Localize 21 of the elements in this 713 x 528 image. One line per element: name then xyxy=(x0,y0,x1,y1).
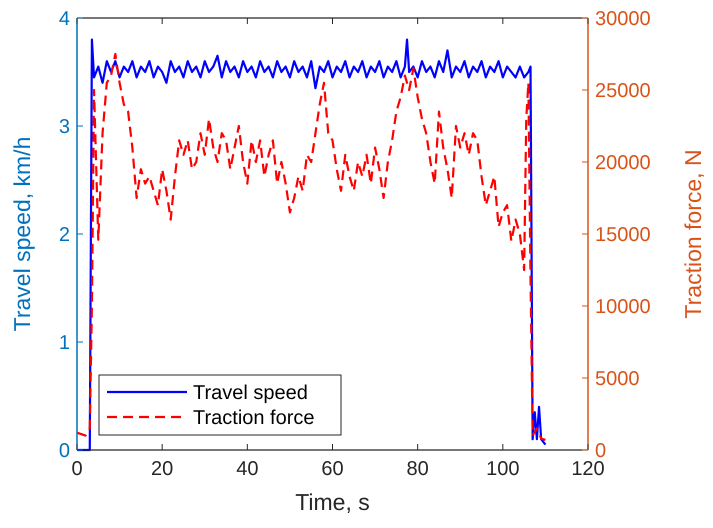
x-tick-label: 100 xyxy=(486,458,520,480)
y-tick-label: 1 xyxy=(58,332,70,354)
y2-tick-label: 10000 xyxy=(595,296,651,318)
y-tick-label: 0 xyxy=(58,440,70,462)
y-tick-label: 4 xyxy=(58,8,70,30)
x-tick-label: 40 xyxy=(236,458,258,480)
y2-tick-label: 5000 xyxy=(595,368,640,390)
x-tick-label: 80 xyxy=(406,458,429,480)
y2-tick-label: 30000 xyxy=(595,8,651,30)
legend-label: Travel speed xyxy=(193,382,308,404)
x-tick-label: 20 xyxy=(151,458,174,480)
y2-tick-label: 15000 xyxy=(595,224,651,246)
y2-tick-label: 20000 xyxy=(595,152,651,174)
y-tick-label: 2 xyxy=(58,224,70,246)
y-axis-title: Travel speed, km/h xyxy=(9,136,35,332)
x-axis-title: Time, s xyxy=(295,489,370,515)
y-tick-label: 3 xyxy=(58,116,70,138)
y2-tick-label: 25000 xyxy=(595,80,651,102)
x-tick-label: 60 xyxy=(321,458,344,480)
legend-label: Traction force xyxy=(193,407,315,429)
y2-axis-title: Traction force, N xyxy=(680,149,706,319)
